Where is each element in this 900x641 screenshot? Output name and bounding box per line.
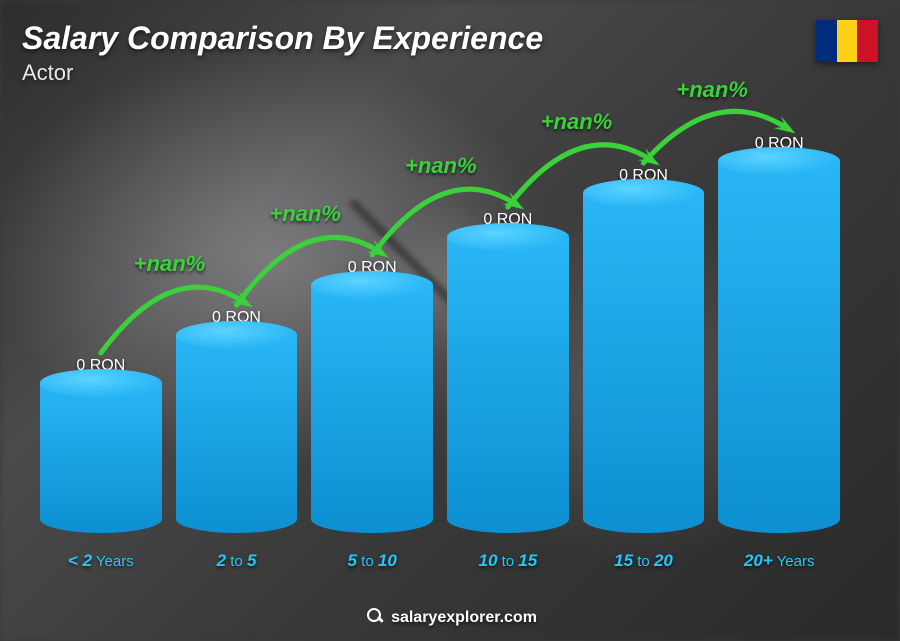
flag-stripe-3 [857,20,878,62]
search-icon [363,604,385,626]
country-flag [816,20,878,62]
increase-arrow [30,100,850,571]
flag-stripe-2 [837,20,858,62]
footer-text: salaryexplorer.com [391,609,537,626]
chart-title: Salary Comparison By Experience [22,20,543,57]
footer: salaryexplorer.com [0,604,900,627]
flag-stripe-1 [816,20,837,62]
percentage-increase-label: +nan% [676,77,748,103]
bar-chart: 0 RON0 RON0 RON0 RON0 RON0 RON < 2 Years… [30,100,850,571]
chart-subtitle: Actor [22,60,73,86]
